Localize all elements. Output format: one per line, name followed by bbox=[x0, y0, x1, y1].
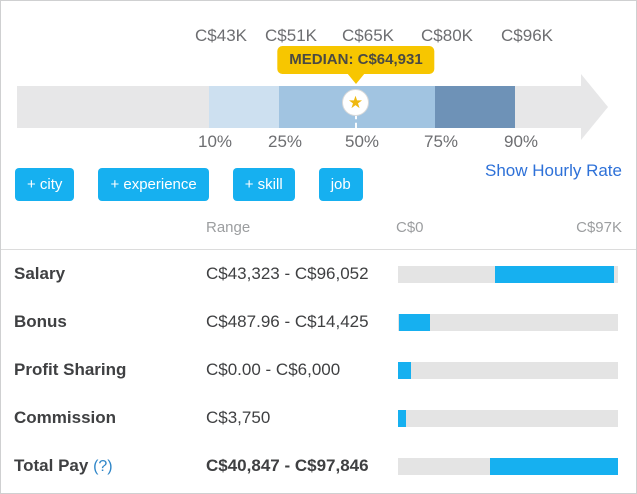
percentile-tick-label: 10% bbox=[197, 132, 233, 151]
row-label: Profit Sharing bbox=[14, 360, 206, 380]
range-column-header: Range bbox=[206, 219, 251, 236]
table-row-commission: Commission C$3,750 bbox=[1, 394, 636, 442]
row-range-value: C$0.00 - C$6,000 bbox=[206, 360, 341, 379]
row-range-value: C$487.96 - C$14,425 bbox=[206, 312, 369, 331]
total-pay-help-link[interactable]: (?) bbox=[93, 458, 113, 475]
row-label: Total Pay (?) bbox=[14, 456, 206, 476]
percentile-tick-label: 90% bbox=[503, 132, 539, 151]
row-bar-track bbox=[398, 313, 618, 331]
median-dashed-line bbox=[355, 114, 357, 128]
amount-tick-label: C$65K bbox=[342, 26, 394, 45]
row-label-text: Salary bbox=[14, 264, 66, 283]
axis-min-label: C$0 bbox=[396, 219, 424, 236]
amount-tick-label: C$51K bbox=[265, 26, 317, 45]
row-label-text: Commission bbox=[14, 408, 117, 427]
row-range-value: C$43,323 - C$96,052 bbox=[206, 264, 369, 283]
median-star-marker: ★ bbox=[342, 89, 369, 116]
show-hourly-rate-link[interactable]: Show Hourly Rate bbox=[484, 161, 622, 180]
row-label: Commission bbox=[14, 408, 206, 428]
row-label: Bonus bbox=[14, 312, 206, 332]
row-bar-fill bbox=[399, 313, 431, 331]
star-icon: ★ bbox=[347, 93, 364, 112]
add-city-button[interactable]: + city bbox=[15, 168, 75, 201]
median-flag-pointer-icon bbox=[347, 73, 365, 84]
amount-tick-label: C$43K bbox=[195, 26, 247, 45]
row-bar-fill bbox=[398, 409, 407, 427]
row-label-text: Total Pay bbox=[14, 456, 89, 475]
filter-toolbar: + city + experience + skill job bbox=[15, 168, 363, 201]
amount-tick-label: C$80K bbox=[421, 26, 473, 45]
axis-max-label: C$97K bbox=[576, 219, 622, 236]
add-experience-button[interactable]: + experience bbox=[98, 168, 209, 201]
job-button[interactable]: job bbox=[318, 168, 363, 201]
row-bar-track bbox=[398, 361, 618, 379]
table-header: Range C$0 C$97K bbox=[1, 219, 636, 239]
row-bar-track bbox=[398, 457, 618, 475]
row-bar-track bbox=[398, 265, 618, 283]
row-bar-fill bbox=[398, 361, 412, 379]
median-flag-label: MEDIAN: C$64,931 bbox=[289, 51, 423, 68]
percentile-tick-label: 50% bbox=[344, 132, 380, 151]
pay-components-table: Salary C$43,323 - C$96,052 Bonus C$487.96 -… bbox=[1, 250, 636, 490]
amount-tick-label: C$96K bbox=[501, 26, 553, 45]
row-bar-fill bbox=[489, 457, 618, 475]
arrow-right-icon bbox=[581, 74, 608, 140]
percentile-tick-label: 25% bbox=[267, 132, 303, 151]
row-bar-fill bbox=[495, 265, 614, 283]
table-row-total-pay: Total Pay (?) C$40,847 - C$97,846 bbox=[1, 442, 636, 490]
row-label-text: Profit Sharing bbox=[14, 360, 127, 379]
percentile-tick-label: 75% bbox=[423, 132, 459, 151]
add-skill-button[interactable]: + skill bbox=[232, 168, 295, 201]
distribution-bar-track bbox=[17, 86, 581, 128]
row-range-value: C$3,750 bbox=[206, 408, 271, 427]
segment-75-90 bbox=[435, 86, 515, 128]
segment-10-25 bbox=[209, 86, 279, 128]
row-label-text: Bonus bbox=[14, 312, 67, 331]
table-row-profit-sharing: Profit Sharing C$0.00 - C$6,000 bbox=[1, 346, 636, 394]
median-flag: MEDIAN: C$64,931 bbox=[277, 46, 435, 74]
row-label: Salary bbox=[14, 264, 206, 284]
pay-distribution-chart: C$43K 10% C$51K 25% C$65K 50% C$80K 75% C$96K 90%… bbox=[1, 1, 636, 250]
table-row-salary: Salary C$43,323 - C$96,052 bbox=[1, 250, 636, 298]
row-bar-track bbox=[398, 409, 618, 427]
row-range-value: C$40,847 - C$97,846 bbox=[206, 456, 369, 475]
table-row-bonus: Bonus C$487.96 - C$14,425 bbox=[1, 298, 636, 346]
